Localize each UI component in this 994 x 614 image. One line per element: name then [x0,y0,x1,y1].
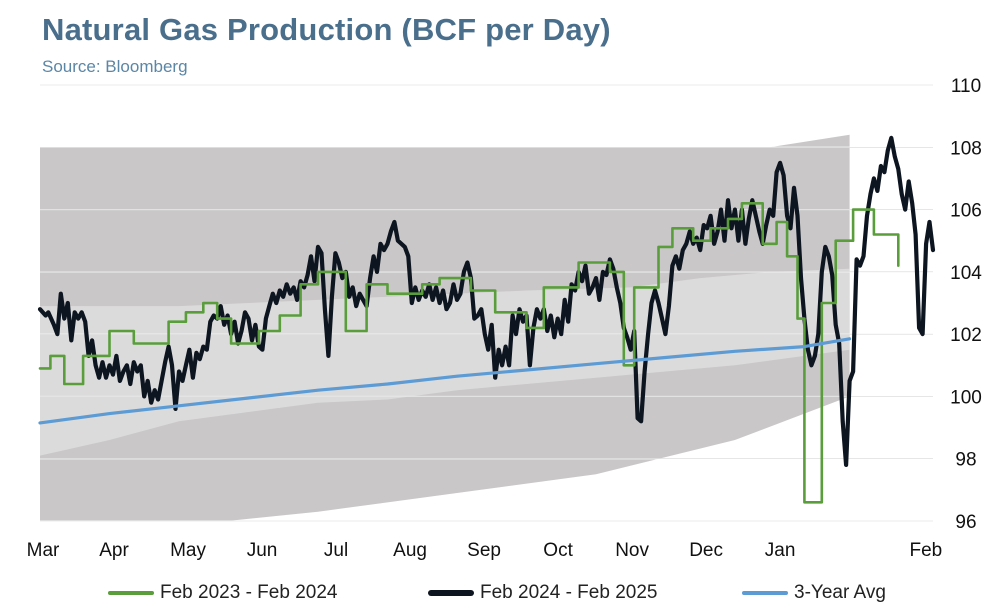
x-tick-label: Jun [247,540,278,561]
chart-svg: 96 98 100 102 104 106 108 110 Mar Apr May Jun Jul Aug… [27,76,983,561]
legend-label: 3-Year Avg [794,582,886,603]
x-tick-label: Mar [27,540,60,561]
legend-label: Feb 2024 - Feb 2025 [480,582,658,603]
x-tick-label: Feb [909,540,942,561]
x-tick-label: Dec [689,540,723,561]
chart-title: Natural Gas Production (BCF per Day) [42,12,611,47]
legend: Feb 2023 - Feb 2024 Feb 2024 - Feb 2025 … [0,582,994,608]
y-tick-label: 100 [950,387,982,408]
chart-subtitle: Source: Bloomberg [42,57,188,76]
legend-swatch-black [428,590,474,596]
y-tick-label: 110 [951,76,981,97]
x-tick-label: Aug [393,540,427,561]
series-line-3-year-avg [38,337,852,425]
y-tick-label: 106 [950,201,982,222]
x-tick-label: May [170,540,206,561]
x-tick-label: Nov [615,540,649,561]
y-tick-label: 102 [950,325,982,346]
x-tick-label: Apr [99,540,129,561]
series-line-feb-2023-feb-2024 [38,202,900,504]
series-line-feb-2024-feb-2025 [37,135,936,467]
x-tick-label: Oct [543,540,573,561]
x-tick-label: Jan [765,540,796,561]
y-tick-label: 104 [950,263,982,284]
y-tick-label: 96 [955,512,976,533]
legend-item-2023-2024: Feb 2023 - Feb 2024 [108,582,337,604]
y-tick-label: 108 [950,138,982,159]
legend-label: Feb 2023 - Feb 2024 [160,582,338,603]
legend-swatch-green [108,591,154,595]
y-tick-label: 98 [955,450,976,471]
x-tick-label: Jul [324,540,348,561]
legend-item-3yr-avg: 3-Year Avg [742,582,886,604]
x-tick-label: Sep [467,540,501,561]
legend-item-2024-2025: Feb 2024 - Feb 2025 [428,582,657,604]
legend-swatch-blue [742,591,788,595]
